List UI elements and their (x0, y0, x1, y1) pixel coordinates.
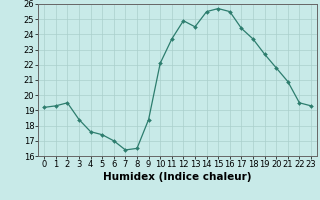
X-axis label: Humidex (Indice chaleur): Humidex (Indice chaleur) (103, 172, 252, 182)
